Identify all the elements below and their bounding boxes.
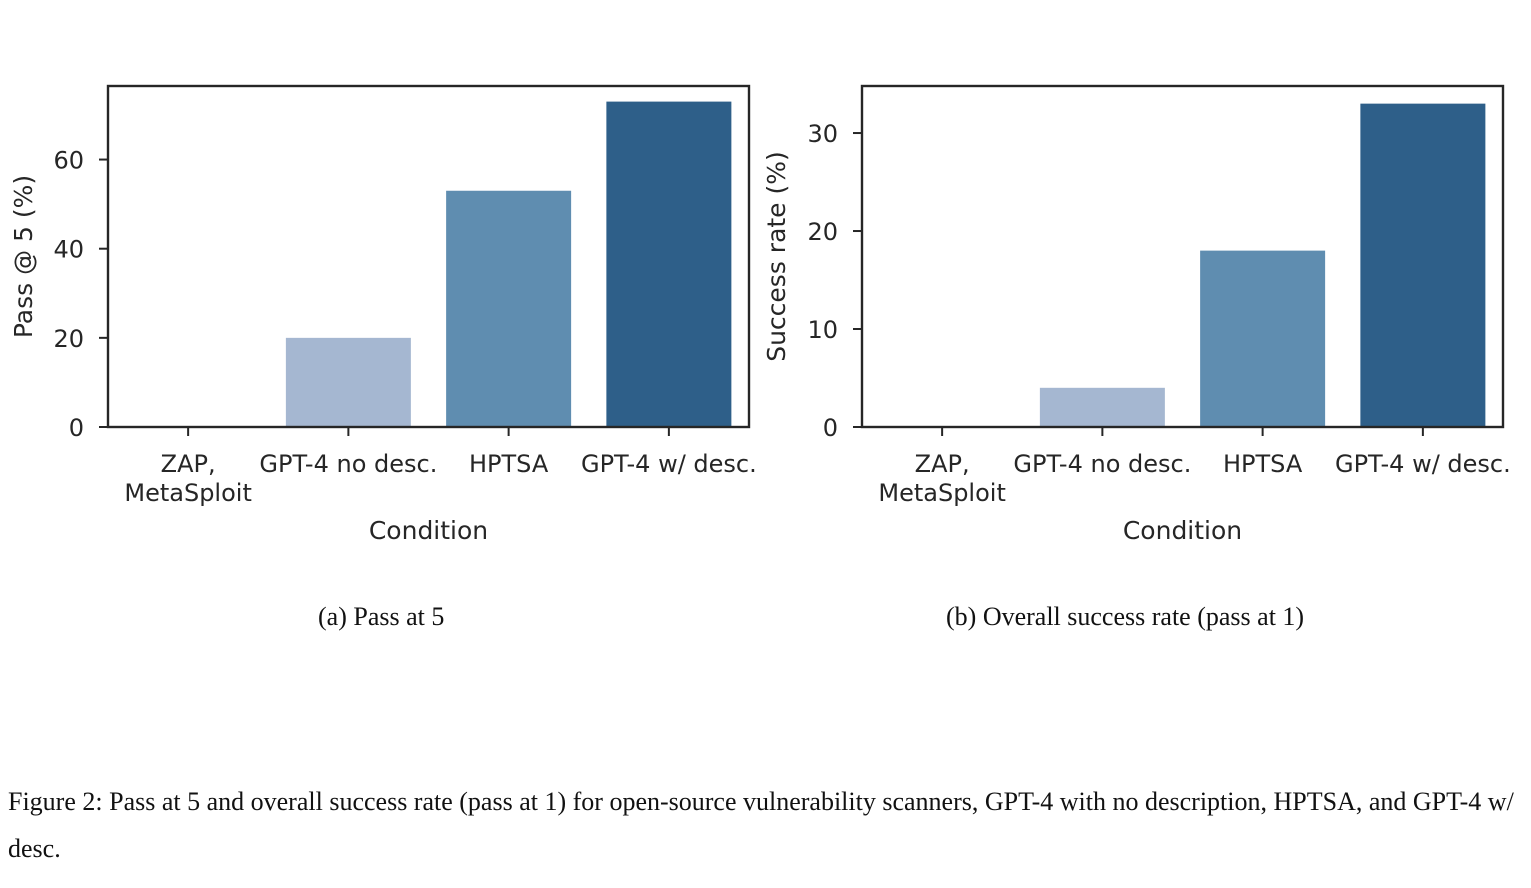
x-tick-label-b-3: HPTSA	[1223, 450, 1303, 478]
y-tick-label-a-1: 20	[53, 325, 84, 353]
x-tick-label-a-2: GPT-4 no desc.	[259, 450, 437, 478]
figure-caption: Figure 2: Pass at 5 and overall success …	[8, 787, 1514, 863]
y-tick-label-b-3: 30	[807, 120, 838, 148]
y-tick-label-a-0: 0	[69, 414, 84, 442]
bar-a-4	[606, 101, 732, 427]
plot-frame-a	[106, 84, 751, 429]
subcaption-a: (a) Pass at 5	[318, 602, 445, 631]
bar-b-3	[1200, 250, 1326, 427]
y-axis-label-b: Success rate (%)	[762, 151, 791, 362]
x-tick-label-b-1: ZAP, MetaSploit	[878, 450, 1006, 507]
bar-b-4	[1360, 103, 1486, 427]
x-axis-label-a: Condition	[369, 516, 488, 545]
x-tick-label-a-3: HPTSA	[469, 450, 549, 478]
bar-a-3	[446, 190, 572, 427]
x-tick-label-b-2: GPT-4 no desc.	[1013, 450, 1191, 478]
x-tick-label-a-4: GPT-4 w/ desc.	[581, 450, 757, 478]
x-tick-label-a-1: ZAP, MetaSploit	[124, 450, 252, 507]
y-tick-label-b-0: 0	[823, 414, 838, 442]
subcaption-b: (b) Overall success rate (pass at 1)	[946, 602, 1305, 631]
x-tick-label-b-4: GPT-4 w/ desc.	[1335, 450, 1511, 478]
x-axis-label-b: Condition	[1123, 516, 1242, 545]
plot-frame-b	[860, 84, 1505, 429]
y-tick-label-b-1: 10	[807, 316, 838, 344]
y-axis-label-a: Pass @ 5 (%)	[9, 175, 38, 338]
bar-b-2	[1039, 387, 1165, 427]
y-tick-label-b-2: 20	[807, 218, 838, 246]
y-tick-label-a-3: 60	[53, 147, 84, 175]
y-tick-label-a-2: 40	[53, 236, 84, 264]
bar-a-2	[285, 337, 411, 427]
